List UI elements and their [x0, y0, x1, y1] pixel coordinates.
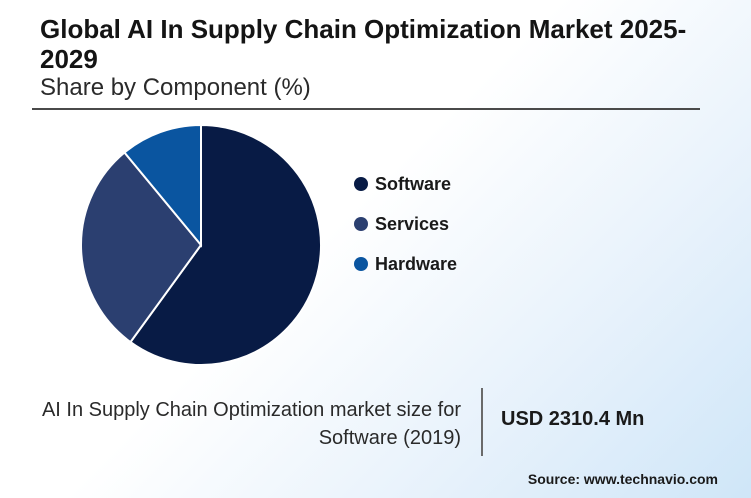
source-credit: Source: www.technavio.com: [527, 471, 718, 487]
legend: Software Services Hardware: [354, 173, 457, 293]
legend-swatch-services: [354, 217, 368, 231]
legend-item-hardware: Hardware: [354, 253, 457, 293]
pie-slice-hardware: [123, 123, 202, 248]
market-size-label: AI In Supply Chain Optimization market s…: [41, 399, 461, 449]
legend-swatch-hardware: [354, 257, 368, 271]
stat-divider: [481, 388, 483, 456]
legend-label-hardware: Hardware: [375, 253, 458, 274]
legend-label-services: Services: [375, 213, 450, 234]
chart-subtitle: Share by Component (%): [40, 74, 311, 101]
pie-slice-services: [80, 151, 203, 344]
market-size-value: USD 2310.4 Mn: [501, 408, 645, 430]
chart-title: Global AI In Supply Chain Optimization M…: [40, 14, 687, 74]
pie-slice-software: [129, 123, 322, 366]
title-divider: [32, 108, 700, 110]
legend-label-software: Software: [375, 173, 452, 194]
legend-item-services: Services: [354, 213, 457, 253]
legend-swatch-software: [354, 177, 368, 191]
legend-item-software: Software: [354, 173, 457, 213]
